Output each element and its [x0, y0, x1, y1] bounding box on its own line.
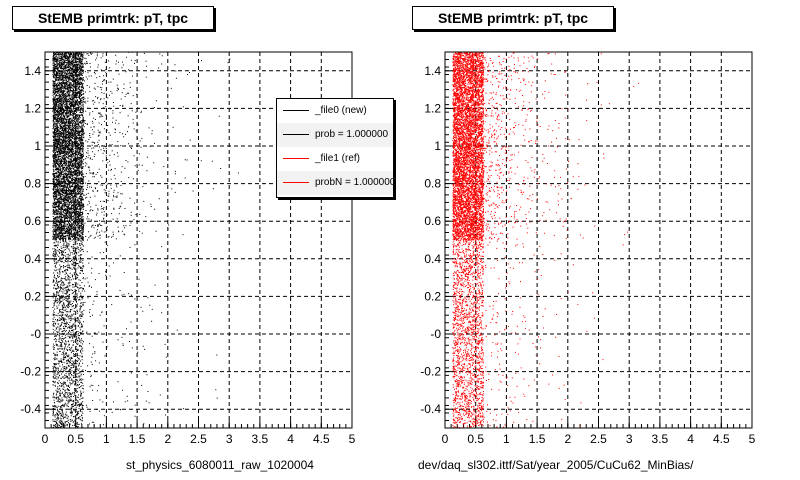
left-x-tick-label: 3.5: [252, 432, 269, 446]
left-x-tick-label: 3: [226, 432, 233, 446]
right-x-tick-label: 0: [442, 432, 449, 446]
left-x-tick-label: 0: [42, 432, 49, 446]
legend-label-probN: probN = 1.000000: [315, 177, 394, 188]
right-plot-frame: [444, 51, 753, 429]
right-y-tick-label: 0.6: [424, 214, 441, 228]
right-chart-title: StEMB primtrk: pT, tpc: [412, 6, 614, 30]
left-y-tick-label: 0.2: [24, 289, 41, 303]
right-x-axis-label: dev/daq_sl302.ittf/Sat/year_2005/CuCu62_…: [418, 458, 694, 472]
legend-swatch-prob: [283, 134, 309, 135]
legend-entry-file0: _file0 (new): [277, 99, 393, 123]
right-x-tick-label: 2.5: [590, 432, 607, 446]
right-x-tick-label: 4: [687, 432, 694, 446]
left-x-axis-label: st_physics_6080011_raw_1020004: [126, 458, 314, 472]
legend-swatch-probN: [283, 182, 309, 183]
right-x-tick-label: 4.5: [713, 432, 730, 446]
right-y-tick-label: 1.2: [424, 101, 441, 115]
right-x-tick-label: 3: [626, 432, 633, 446]
right-x-tick-label: 5: [749, 432, 756, 446]
left-x-tick-label: 2: [164, 432, 171, 446]
legend-entry-probN: probN = 1.000000: [277, 171, 393, 195]
right-y-tick-label: 0.8: [424, 177, 441, 191]
left-x-tick-label: 4: [287, 432, 294, 446]
left-x-tick-label: 4.5: [313, 432, 330, 446]
left-x-tick-label: 1.5: [129, 432, 146, 446]
legend-swatch-file1: [283, 158, 309, 159]
right-x-tick-label: 3.5: [652, 432, 669, 446]
right-y-tick-label: -0.4: [420, 402, 441, 416]
left-chart-title: StEMB primtrk: pT, tpc: [12, 6, 214, 30]
right-x-tick-label: 2: [564, 432, 571, 446]
right-y-tick-label: -0.2: [420, 365, 441, 379]
right-plot-border: [444, 51, 753, 429]
legend-entry-prob: prob = 1.000000: [277, 123, 393, 147]
left-plot-border: [44, 51, 353, 429]
right-chart: 0 0.5 1 1.5 2 2.5 3 3.5 4 4.5 5 -0.4 -0.2 -0 0.2 0.4 0.6…: [420, 51, 756, 446]
left-y-tick-label: 1: [34, 139, 41, 153]
left-y-tick-label: 1.2: [24, 101, 41, 115]
legend-swatch-file0: [283, 110, 309, 111]
left-y-tick-label: 0.8: [24, 177, 41, 191]
legend-entry-file1: _file1 (ref): [277, 147, 393, 171]
legend-label-file1: _file1 (ref): [315, 153, 361, 164]
right-y-tick-label: -0: [430, 327, 441, 341]
right-y-tick-label: 0.4: [424, 252, 441, 266]
left-y-tick-label: -0.2: [20, 365, 41, 379]
left-y-tick-label: 0.6: [24, 214, 41, 228]
right-y-tick-label: 1: [434, 139, 441, 153]
left-scatter-markers: [52, 51, 239, 429]
left-y-tick-label: -0.4: [20, 402, 41, 416]
left-x-tick-label: 1: [103, 432, 110, 446]
right-scatter-points: [452, 51, 640, 429]
left-y-tick-label: 0.4: [24, 252, 41, 266]
right-x-tick-label: 1: [503, 432, 510, 446]
right-x-tick-label: 0.5: [467, 432, 484, 446]
right-x-tick-label: 1.5: [529, 432, 546, 446]
left-x-tick-label: 0.5: [67, 432, 84, 446]
left-y-tick-label: -0: [30, 327, 41, 341]
left-scatter-points: [52, 51, 239, 429]
legend: _file0 (new) prob = 1.000000 _file1 (ref…: [276, 98, 394, 198]
legend-label-file0: _file0 (new): [315, 105, 367, 116]
right-y-tick-label: 0.2: [424, 289, 441, 303]
legend-label-prob: prob = 1.000000: [315, 129, 389, 140]
left-y-tick-label: 1.4: [24, 64, 41, 78]
right-scatter-markers: [452, 51, 640, 429]
left-x-tick-label: 2.5: [190, 432, 207, 446]
right-y-tick-label: 1.4: [424, 64, 441, 78]
left-x-tick-label: 5: [349, 432, 356, 446]
